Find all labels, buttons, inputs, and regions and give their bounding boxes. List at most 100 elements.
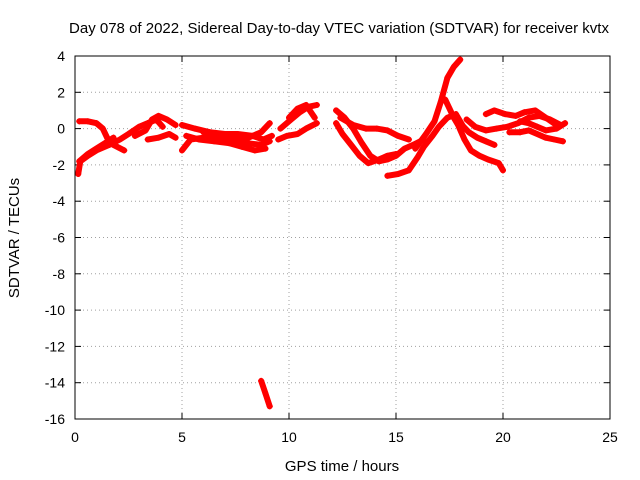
data-point [228,136,235,143]
data-point [444,114,451,121]
data-point [512,112,519,119]
data-point [243,140,250,147]
data-point [75,170,82,177]
data-point [313,120,320,127]
data-point [191,125,198,132]
data-point [350,121,357,128]
x-tick-label: 20 [495,429,511,445]
data-point [262,145,269,152]
data-track-14 [333,107,427,165]
y-tick-label: -10 [45,302,65,318]
data-point [493,125,500,132]
data-track-13 [286,102,318,121]
data-point [172,134,179,141]
data-point [200,129,207,136]
plot-frame [74,55,611,420]
x-tick-label: 25 [602,429,618,445]
y-tick-label: -8 [53,266,66,282]
data-point [333,107,340,114]
data-point [215,134,222,141]
data-point [258,377,265,384]
data-point [482,127,489,134]
data-point [547,116,554,123]
data-point [450,63,457,70]
data-point [395,170,402,177]
data-point [155,112,162,119]
data-point [401,145,408,152]
data-point [405,136,412,143]
data-point [467,147,474,154]
y-tick-label: -2 [53,157,66,173]
data-point [251,147,258,154]
data-point [283,132,290,139]
data-point [260,136,267,143]
data-point [296,109,303,116]
data-point [294,131,301,138]
data-point [356,152,363,159]
data-track-5 [144,131,179,143]
data-point [249,132,256,139]
data-point [504,123,511,130]
chart-title: Day 078 of 2022, Sidereal Day-to-day VTE… [69,20,609,37]
data-point [131,132,138,139]
data-point [149,116,156,123]
data-point [384,127,391,134]
data-point [420,143,427,150]
data-point [172,121,179,128]
data-point [500,167,506,174]
data-point [367,152,374,159]
data-point [93,145,100,152]
y-tick-label: -6 [53,230,66,246]
data-point [562,120,569,127]
y-tick-label: -14 [45,375,65,391]
data-point [450,114,457,121]
data-point [476,152,483,159]
data-point [226,140,233,147]
data-point [121,147,128,154]
data-point [542,127,549,134]
data-point [420,136,427,143]
data-point [266,403,273,410]
data-point [234,131,241,138]
x-tick-label: 0 [71,429,79,445]
data-point [262,390,269,397]
data-point [517,118,524,125]
data-point [159,123,166,130]
data-point [465,129,472,136]
data-point [457,120,464,127]
data-point [303,125,310,132]
y-tick-label: 4 [57,48,65,64]
x-tick-label: 5 [178,429,186,445]
data-point [221,131,228,138]
data-point [125,131,132,138]
data-point [266,138,273,145]
data-point [213,131,220,138]
data-point [84,151,91,158]
data-point [482,138,489,145]
data-point [463,116,470,123]
data-point [472,123,479,130]
x-axis-label: GPS time / hours [285,458,399,475]
data-point [275,136,282,143]
data-point [375,156,382,163]
data-point [525,114,532,121]
data-point [337,114,344,121]
y-tick-label: 2 [57,84,65,100]
data-point [446,105,453,112]
y-axis-label: SDTVAR / TECUs [6,178,23,298]
data-point [155,134,162,141]
data-point [506,129,513,136]
data-point [142,127,149,134]
data-track-19 [442,96,506,174]
data-point [551,136,558,143]
data-point [311,114,318,121]
data-point [206,129,213,136]
y-tick-label: -12 [45,338,65,354]
y-tick-label: -4 [53,193,66,209]
x-tick-label: 10 [281,429,297,445]
data-point [405,167,412,174]
data-point [542,114,549,121]
data-point [437,98,444,105]
data-point [435,123,442,130]
